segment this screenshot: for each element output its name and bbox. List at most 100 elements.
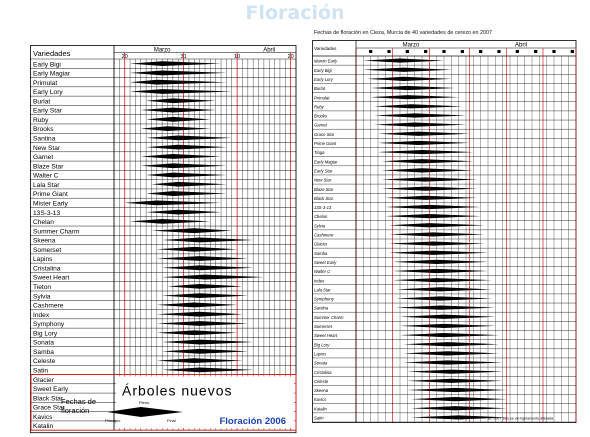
bloom-bar (374, 122, 466, 127)
variety-label: Burlat (33, 98, 50, 105)
month-label-march: Marzo (403, 43, 420, 49)
bloom-bar (407, 378, 503, 383)
variety-label: 13S-3-13 (314, 205, 332, 210)
bloom-bar (403, 360, 503, 365)
bloom-bar (162, 237, 254, 243)
variety-label: Cristalina (33, 265, 61, 272)
variety-label: Tieton (33, 284, 51, 291)
variety-label: Cashmere (33, 303, 64, 310)
variety-label: Sylvia (33, 293, 51, 300)
bloom-bar (378, 149, 474, 155)
bloom-bar (396, 305, 496, 310)
variety-label: Brooks (33, 126, 54, 133)
bloom-bar (167, 283, 243, 289)
bloom-bar (151, 228, 232, 234)
legend: Fechas de floración Pleno Principio Fina… (61, 397, 201, 425)
bloom-bar (378, 140, 470, 146)
variety-label: Skeena (33, 238, 56, 245)
bloom-bar (146, 172, 227, 178)
variety-label: Kavics (314, 397, 327, 402)
bloom-bar (156, 358, 243, 363)
header-tick-mark (405, 50, 409, 53)
variety-label: Big Lory (33, 330, 58, 337)
variety-label: New Star (33, 145, 61, 152)
variety-label: Early Bigi (314, 68, 333, 73)
bloom-bar (130, 70, 227, 76)
variety-label: 13S-3-13 (33, 210, 60, 217)
bloom-bar (400, 332, 499, 338)
variety-label: Early Lory (314, 77, 334, 82)
variety-label: Ruby (314, 104, 325, 109)
variety-label: Brooks (314, 114, 328, 119)
variety-label: Celeste (314, 379, 329, 384)
variety-label: Black Star (314, 196, 334, 201)
legend-spindle (107, 407, 183, 417)
variety-label: Sweet Heart (314, 333, 338, 338)
variety-label: Index (33, 312, 50, 319)
bloom-bar (392, 278, 492, 283)
header-tick-mark (515, 50, 519, 53)
bloom-bar (385, 195, 477, 200)
legend-label-line1: Fechas de (61, 397, 97, 406)
column-header: Variedades (314, 46, 337, 51)
new-trees-backdrop (116, 376, 294, 429)
variety-label: Symphony (33, 321, 65, 328)
header-tick-mark (534, 50, 538, 53)
bloom-bar (396, 296, 492, 301)
variety-label: Grace Star (314, 132, 335, 137)
variety-label: Summer Charm (314, 315, 344, 320)
bloom-bar (381, 186, 477, 191)
bloom-bar (363, 58, 444, 63)
variety-label: Burlat (314, 86, 326, 91)
bloom-bar (370, 85, 455, 91)
variety-label: Big Lory (314, 342, 330, 347)
variety-label: Black Star (33, 395, 64, 402)
variety-label: Lala Star (314, 287, 331, 292)
bloom-bar (381, 159, 474, 164)
bloom-bar (381, 177, 477, 182)
bloom-bar (400, 323, 496, 329)
variety-label: Katalin (314, 406, 327, 411)
bloom-bar (140, 154, 222, 159)
bloom-bar (162, 274, 264, 280)
bloom-bar (140, 163, 227, 169)
right-chart-wrap: Fechas de floración en Cieza, Murcia de … (312, 30, 578, 437)
variety-label: Index (314, 278, 325, 283)
variety-label: Celeste (33, 358, 56, 365)
bloom-bar (130, 89, 232, 94)
variety-label: Cashmere (314, 233, 334, 238)
bloom-bar (146, 135, 232, 141)
bloom-bar (130, 61, 222, 67)
variety-label: Somerset (314, 324, 333, 329)
bloom-bar (140, 126, 211, 131)
variety-label: Mister Early (33, 200, 69, 207)
variety-label: Early Magiar (314, 159, 338, 164)
legend-glyph: Pleno Principio Final (105, 400, 183, 423)
variety-label: Somerset (33, 247, 61, 254)
bloom-bar (403, 351, 499, 356)
header-tick-mark (552, 50, 556, 53)
left-bloom-chart: VariedadesMarzoAbril20311020Early BigiEa… (30, 45, 297, 434)
header-tick-mark (369, 50, 373, 53)
bloom-bar (151, 181, 227, 187)
bloom-bar (162, 339, 254, 345)
chart-frame (312, 40, 577, 423)
legend-start-label: Principio (105, 418, 121, 423)
bloom-bar (156, 256, 248, 261)
variety-label: Blaze Star (33, 163, 64, 170)
legend-label: Fechas de floración (61, 397, 96, 415)
variety-label: Early Bigi (33, 61, 61, 68)
legend-peak-label: Pleno (139, 400, 150, 405)
bloom-bar (370, 95, 459, 100)
header-tick-mark (479, 50, 483, 53)
variety-label: Santina (33, 136, 56, 143)
new-trees-box (30, 374, 297, 431)
variety-label: Prime Giant (33, 191, 68, 198)
header-tick-mark (387, 50, 391, 53)
variety-label: Sylvia (314, 223, 326, 228)
chart-footnote: En 2007 sólo se vió ligeramente alterada (488, 417, 553, 421)
season-footer: Floración 2006 (219, 416, 286, 427)
variety-label: Walter C (33, 173, 59, 180)
bloom-bar (389, 250, 488, 255)
variety-label: Early Star (33, 108, 63, 115)
